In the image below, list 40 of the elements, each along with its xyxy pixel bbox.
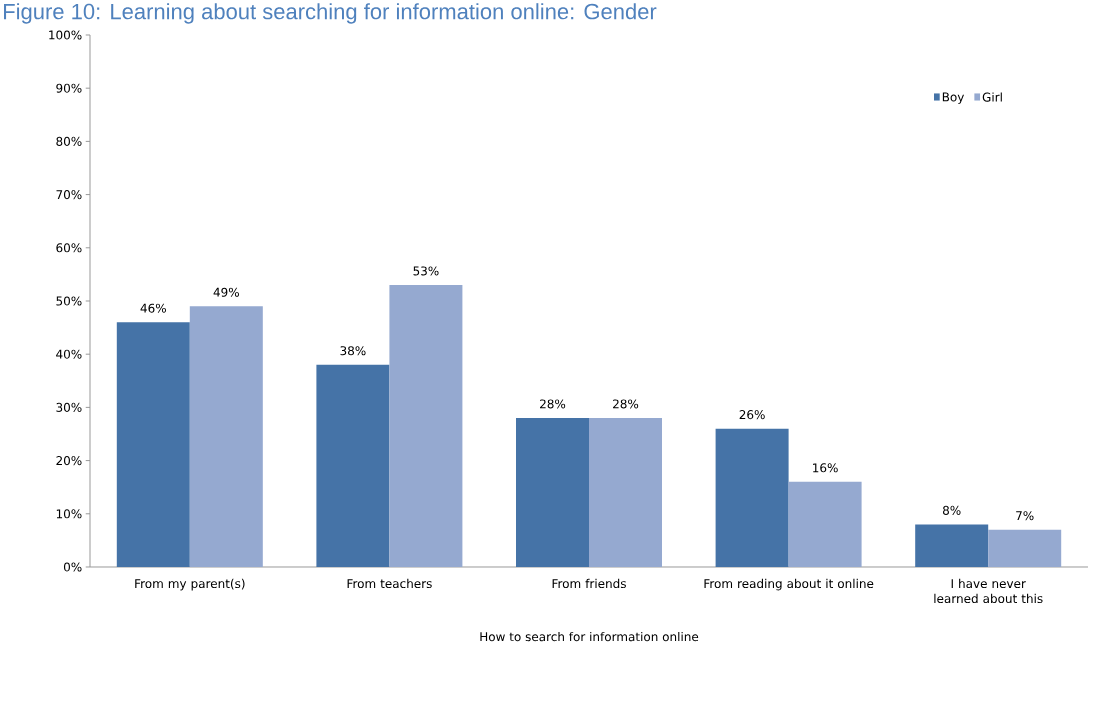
y-tick-label: 0% bbox=[63, 562, 82, 572]
x-tick-label: From teachers bbox=[347, 578, 432, 589]
bar bbox=[788, 481, 862, 567]
bar bbox=[316, 364, 390, 567]
data-label: 8% bbox=[942, 505, 961, 515]
y-tick-label: 30% bbox=[56, 402, 82, 412]
y-tick-label: 100% bbox=[49, 30, 82, 40]
x-tick-label: From reading about it online bbox=[704, 578, 874, 591]
bar bbox=[389, 285, 463, 567]
bar bbox=[516, 418, 589, 567]
bar bbox=[116, 322, 190, 567]
y-tick-label: 80% bbox=[56, 136, 82, 146]
chart-title: Figure 10: Learning about searching for information online: Gender bbox=[4, 3, 657, 24]
y-tick-label: 10% bbox=[56, 509, 82, 519]
y-tick-label: 60% bbox=[56, 243, 82, 253]
bar bbox=[189, 306, 263, 567]
data-label: 28% bbox=[613, 399, 639, 409]
x-axis-title: How to search for information online bbox=[480, 631, 699, 642]
data-label: 53% bbox=[413, 266, 439, 276]
y-tick-label: 40% bbox=[56, 349, 82, 359]
bar bbox=[988, 529, 1062, 567]
legend-label: Girl bbox=[982, 92, 1002, 102]
y-tick-label: 90% bbox=[56, 83, 82, 93]
x-tick-label: From friends bbox=[552, 578, 626, 589]
legend-label: Boy bbox=[942, 92, 965, 104]
bar bbox=[915, 524, 989, 567]
data-label: 26% bbox=[739, 410, 765, 420]
data-label: 49% bbox=[213, 287, 239, 297]
data-label: 16% bbox=[813, 463, 838, 473]
y-tick-label: 70% bbox=[56, 190, 82, 200]
bar bbox=[589, 418, 662, 567]
data-label: 7% bbox=[1016, 511, 1034, 521]
y-tick-label: 20% bbox=[56, 456, 82, 466]
bar bbox=[715, 428, 789, 567]
data-label: 46% bbox=[140, 303, 166, 313]
x-tick-label: I have never learned about this bbox=[934, 578, 1043, 604]
x-tick-label: From my parent(s) bbox=[135, 578, 245, 591]
data-label: 28% bbox=[540, 399, 566, 409]
y-tick-label: 50% bbox=[56, 296, 82, 306]
data-label: 38% bbox=[340, 346, 366, 356]
